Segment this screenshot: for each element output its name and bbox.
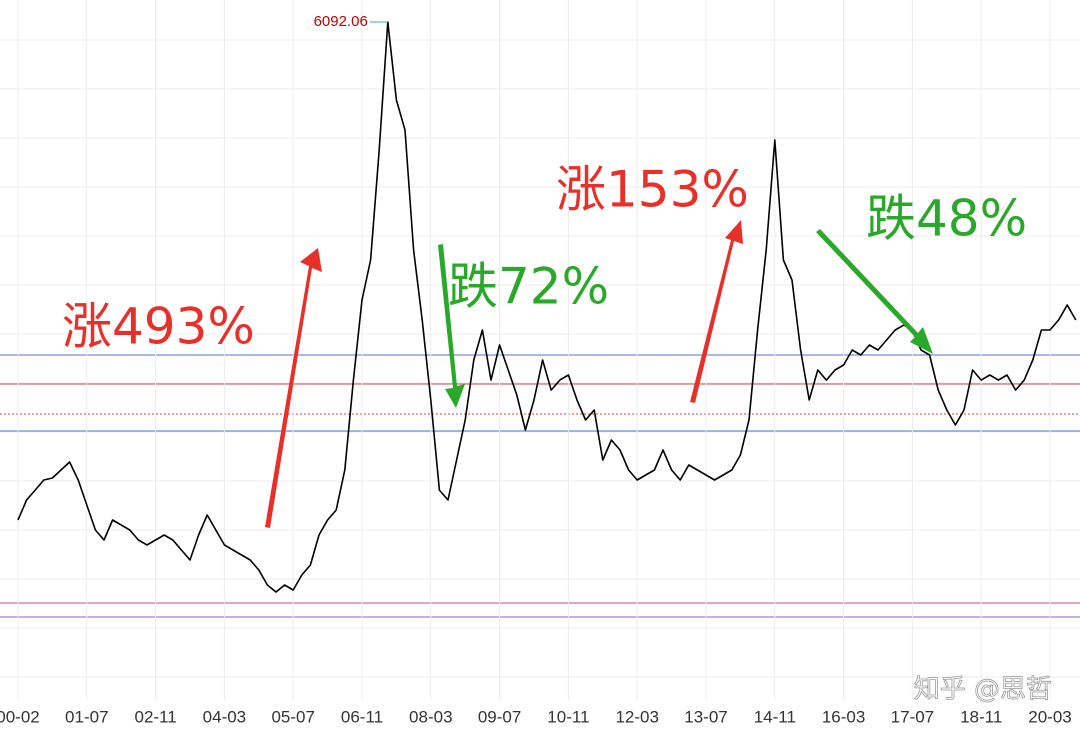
x-tick-label: 18-11 (960, 707, 1002, 726)
x-tick-label: 13-07 (684, 707, 727, 726)
x-tick-label: 01-07 (65, 707, 108, 726)
x-tick-label: 04-03 (203, 707, 246, 726)
annotations: 涨493% 跌72% 涨153% 跌48% 知乎 @思哲 (62, 161, 1052, 705)
grid (0, 0, 1080, 700)
arrow (438, 244, 465, 408)
annotation: 跌72% (448, 258, 609, 316)
annotation: 涨153% (556, 161, 749, 219)
arrow (816, 229, 933, 354)
x-tick-label: 00-02 (0, 707, 40, 726)
arrow (690, 220, 743, 403)
x-tick-label: 06-11 (341, 707, 383, 726)
arrow (265, 248, 322, 528)
x-tick-label: 05-07 (271, 707, 314, 726)
x-tick-label: 20-03 (1028, 707, 1071, 726)
x-tick-label: 10-11 (547, 707, 589, 726)
ref-lines (0, 354, 1080, 618)
x-tick-label: 08-03 (409, 707, 452, 726)
x-tick-label: 16-03 (822, 707, 865, 726)
x-tick-label: 02-11 (134, 707, 176, 726)
annotation: 跌48% (866, 190, 1027, 248)
x-tick-label: 14-11 (754, 707, 796, 726)
price-line (17, 21, 1077, 593)
peak-label: 6092.06 (314, 13, 368, 30)
x-tick-label: 17-07 (891, 707, 934, 726)
annotation: 涨493% (62, 298, 255, 356)
watermark: 知乎 @思哲 (914, 675, 1052, 705)
arrows (265, 220, 933, 528)
x-tick-label: 09-07 (478, 707, 521, 726)
x-tick-label: 12-03 (615, 707, 658, 726)
plot: 00-02 01-07 02-11 04-03 05-07 06-11 08-03 09-07… (0, 13, 1077, 726)
